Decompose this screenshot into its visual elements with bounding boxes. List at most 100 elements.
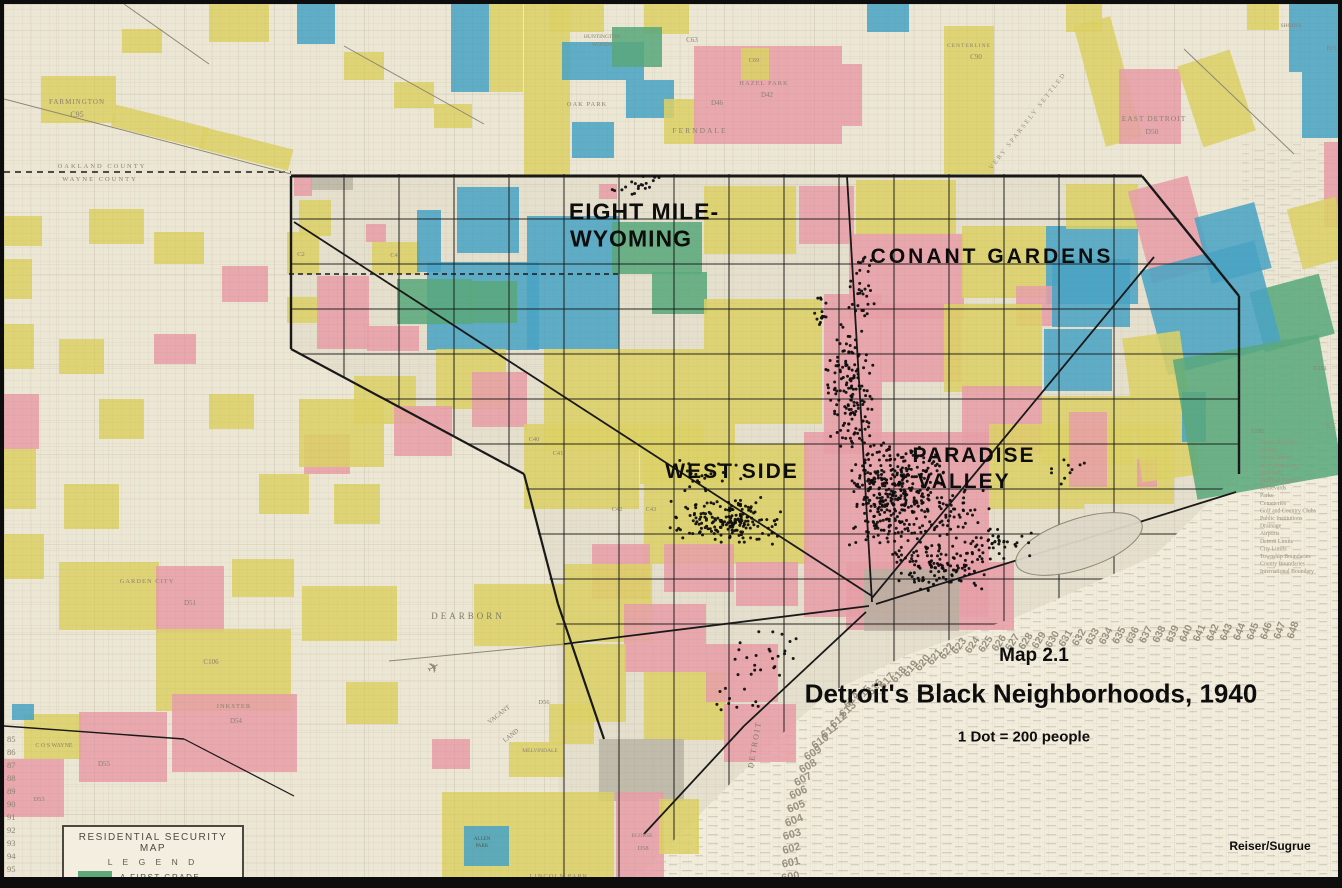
zone-grade-P xyxy=(706,644,778,702)
dot-cluster-eight-mile-wyoming xyxy=(610,180,651,196)
legend-subtitle: L E G E N D xyxy=(107,857,199,867)
zone-grade-B xyxy=(572,122,614,158)
zone-grade-B xyxy=(464,826,509,866)
dot-cluster-paradise-valley-south xyxy=(891,536,992,592)
zone-grade-Y xyxy=(89,209,144,244)
zone-grade-Y xyxy=(509,742,564,777)
zone-grade-G xyxy=(652,272,707,314)
dot-cluster-lower-east-side xyxy=(969,527,1033,560)
zone-grade-Y xyxy=(1247,4,1279,30)
zone-grade-Y xyxy=(59,562,159,630)
zone-grade-B xyxy=(1302,72,1338,138)
zone-grade-Y xyxy=(232,559,294,597)
place-label: D55 xyxy=(98,760,111,768)
key-item: Drainage xyxy=(1260,524,1282,530)
svg-text:644: 644 xyxy=(1231,621,1249,642)
place-label: D56 xyxy=(538,699,550,706)
zone-grade-P xyxy=(432,739,470,769)
dot-cluster-north-end xyxy=(824,323,875,449)
place-label: D50 xyxy=(1146,127,1159,136)
place-label: D51 xyxy=(184,599,197,607)
zone-grade-Y xyxy=(198,127,294,171)
svg-text:86: 86 xyxy=(7,747,16,757)
zone-grade-Y xyxy=(346,682,398,724)
zone-grade-N xyxy=(864,569,959,631)
zone-grade-B xyxy=(417,210,441,272)
zone-grade-Y xyxy=(259,474,309,514)
zone-grade-Y xyxy=(4,259,32,299)
svg-text:94: 94 xyxy=(7,851,16,861)
zone-grade-G xyxy=(397,279,472,324)
zone-grade-Y xyxy=(302,586,397,641)
key-item: Railroads xyxy=(1260,470,1283,476)
key-item: Railroad Names xyxy=(1260,478,1298,484)
zone-grade-B xyxy=(1052,259,1130,327)
zone-grade-Y xyxy=(1286,196,1338,270)
key-item: Township Boundaries xyxy=(1260,554,1311,560)
zone-grade-B xyxy=(297,4,335,44)
label-paradise-valley-2: VALLEY xyxy=(917,470,1011,493)
population-dots xyxy=(610,175,1086,712)
zone-grade-Y xyxy=(24,714,82,759)
place-label: ECORSE xyxy=(631,833,653,839)
zone-grade-P xyxy=(172,694,297,772)
zone-grade-P xyxy=(842,64,862,126)
place-label: D42 xyxy=(761,91,774,99)
place-label: FARMINGTON xyxy=(49,98,105,106)
zone-grade-G xyxy=(612,27,662,67)
key-item: Interurban Lines xyxy=(1260,463,1299,469)
svg-text:647: 647 xyxy=(1271,620,1288,641)
place-label: C40 xyxy=(529,436,540,443)
key-item: Public Institutions xyxy=(1260,516,1303,522)
key-item: Airports xyxy=(1260,531,1280,537)
zone-grade-Y xyxy=(4,324,34,369)
place-label: GARDEN CITY xyxy=(120,578,175,585)
zone-grade-P xyxy=(799,186,854,244)
key-item: Cemeteries xyxy=(1260,501,1287,507)
zone-grade-Y xyxy=(549,4,604,32)
key-item: Golf and Country Clubs xyxy=(1260,507,1317,514)
zone-grade-Y xyxy=(434,104,472,128)
zone-grade-P xyxy=(79,712,167,782)
credit: Reiser/Sugrue xyxy=(1229,839,1311,853)
place-label: OAKLAND COUNTY xyxy=(58,163,147,170)
svg-text:91: 91 xyxy=(7,812,16,822)
svg-text:88: 88 xyxy=(7,773,16,783)
key-item: City Limits xyxy=(1260,546,1287,552)
zone-grade-Y xyxy=(474,584,566,646)
zone-grade-Y xyxy=(299,399,384,467)
place-label: C69 xyxy=(749,57,760,64)
zone-grade-P xyxy=(824,294,882,454)
svg-text:87: 87 xyxy=(7,760,16,770)
legend-title: RESIDENTIAL SECURITY MAP xyxy=(78,832,228,854)
key-item: House Numbers xyxy=(1260,440,1298,446)
key-item: Detroit Limits xyxy=(1260,539,1294,545)
zone-grade-P xyxy=(1069,412,1107,487)
svg-text:645: 645 xyxy=(1244,621,1261,642)
zone-grade-Y xyxy=(4,534,44,579)
place-label: MELVINDALE xyxy=(522,748,558,754)
zone-grade-Y xyxy=(524,424,639,509)
zone-grade-Y xyxy=(122,29,162,53)
zone-grade-Y xyxy=(704,299,822,424)
zone-grade-B xyxy=(451,4,489,92)
zone-grade-P xyxy=(154,334,196,364)
svg-text:603: 603 xyxy=(781,826,802,843)
zone-grade-Y xyxy=(1066,184,1138,229)
zone-grade-P xyxy=(222,266,268,302)
svg-text:93: 93 xyxy=(7,838,16,848)
zone-grade-Y xyxy=(489,4,523,92)
zone-grade-B xyxy=(1044,329,1112,391)
zone-grade-Y xyxy=(99,399,144,439)
dot-cluster-east-scatter xyxy=(1050,458,1086,486)
place-label: D53 xyxy=(33,796,44,803)
place-label: G182 xyxy=(1251,429,1264,435)
zone-grade-P xyxy=(156,566,224,632)
zone-grade-G xyxy=(469,281,517,323)
place-label: D46 xyxy=(711,99,724,107)
place-label: C90 xyxy=(970,53,982,61)
zone-grade-Y xyxy=(856,180,956,235)
zone-grade-Y xyxy=(549,704,594,744)
place-label: C63 xyxy=(686,36,698,44)
